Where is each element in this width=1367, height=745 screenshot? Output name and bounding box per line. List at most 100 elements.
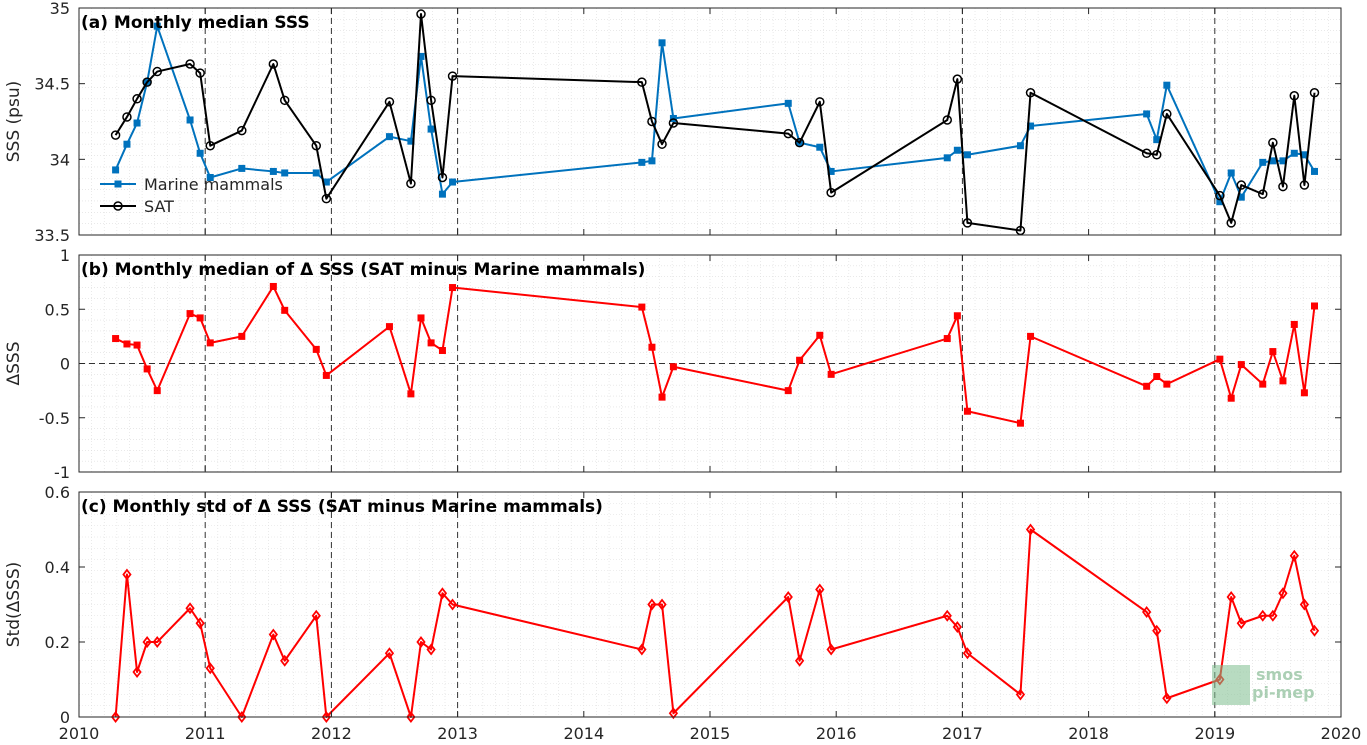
data-point xyxy=(1269,157,1277,165)
data-point xyxy=(1162,109,1172,119)
data-point xyxy=(152,636,162,648)
data-point xyxy=(132,666,142,678)
data-point xyxy=(426,643,436,656)
data-point xyxy=(1299,180,1310,190)
data-point xyxy=(1016,419,1024,427)
data-point xyxy=(1310,302,1318,310)
logo-text-line2: pi-mep xyxy=(1252,683,1315,702)
data-point xyxy=(110,130,121,140)
data-point xyxy=(1163,81,1171,89)
data-point xyxy=(238,332,246,340)
data-point xyxy=(427,339,435,347)
data-point xyxy=(143,365,151,373)
data-point xyxy=(784,387,792,395)
y-tick-label: 35 xyxy=(50,0,70,18)
y-tick-label: 33.5 xyxy=(34,226,70,245)
data-point xyxy=(657,598,667,611)
data-point xyxy=(1227,169,1235,177)
data-point xyxy=(206,173,214,181)
data-point xyxy=(1152,624,1162,637)
data-point xyxy=(942,609,952,622)
x-tick-label: 2010 xyxy=(59,724,100,743)
chart-panel-0: 33.5 34 34.5 35 SSS (psu) (a) Monthly median … xyxy=(4,0,1342,245)
data-point xyxy=(963,407,971,415)
data-point xyxy=(1153,136,1161,144)
data-point xyxy=(1151,150,1162,160)
data-point xyxy=(1268,137,1278,148)
data-point xyxy=(438,346,446,354)
data-point xyxy=(796,356,804,364)
y-tick-label: 0 xyxy=(60,708,70,727)
data-point xyxy=(311,140,322,151)
data-point xyxy=(1143,382,1151,390)
data-point xyxy=(1025,523,1036,536)
legend-marker xyxy=(113,201,123,211)
data-point xyxy=(1278,587,1288,600)
data-point xyxy=(321,193,332,204)
data-point xyxy=(384,97,395,107)
data-point xyxy=(153,22,161,30)
data-point xyxy=(637,643,647,656)
logo-mark xyxy=(1212,665,1250,705)
y-axis-label: SSS (psu) xyxy=(4,81,24,162)
data-point xyxy=(123,140,131,148)
data-point xyxy=(437,172,448,183)
smos-pimep-logo: smos pi-mep xyxy=(1212,665,1315,705)
data-point xyxy=(1237,361,1245,369)
data-point xyxy=(205,140,215,151)
x-tick-label: 2011 xyxy=(185,724,226,743)
x-tick-label: 2012 xyxy=(311,724,352,743)
data-point xyxy=(110,711,121,723)
data-point xyxy=(1278,181,1288,192)
data-point xyxy=(953,146,961,154)
data-point xyxy=(1299,598,1310,611)
legend-marker xyxy=(114,180,122,188)
data-point xyxy=(1259,158,1267,166)
data-point xyxy=(321,711,331,723)
data-point xyxy=(1290,320,1298,328)
data-point xyxy=(942,115,953,125)
series-line xyxy=(114,13,1316,232)
data-point xyxy=(1309,624,1320,637)
panel-title: (b) Monthly median of Δ SSS (SAT minus M… xyxy=(81,260,645,280)
data-point xyxy=(122,568,132,581)
data-point xyxy=(238,164,246,172)
data-point xyxy=(1268,609,1278,622)
data-point xyxy=(185,602,195,615)
x-tick-label: 2016 xyxy=(816,724,857,743)
data-point xyxy=(312,345,320,353)
data-point xyxy=(1015,688,1026,701)
data-point xyxy=(384,647,395,660)
y-tick-label: 0.4 xyxy=(45,558,70,577)
data-point xyxy=(447,71,458,81)
series-line xyxy=(115,285,1316,425)
y-axis-label: ΔSSS xyxy=(4,341,24,385)
data-point xyxy=(658,39,666,47)
data-point xyxy=(312,169,320,177)
data-point xyxy=(237,711,247,723)
data-point xyxy=(816,143,824,151)
data-point xyxy=(153,387,161,395)
data-point xyxy=(638,303,646,311)
data-point xyxy=(963,151,971,159)
panel-title: (c) Monthly std of Δ SSS (SAT minus Mari… xyxy=(81,497,603,517)
y-axis-label: Std(ΔSSS) xyxy=(4,562,24,648)
data-point xyxy=(195,617,205,630)
data-point xyxy=(186,310,194,318)
data-point xyxy=(196,149,204,157)
data-point xyxy=(186,116,194,124)
series-sat xyxy=(110,9,1320,236)
data-point xyxy=(1226,591,1236,603)
data-point xyxy=(427,125,435,133)
data-point xyxy=(1289,91,1300,101)
data-point xyxy=(1142,606,1152,618)
data-point xyxy=(1163,380,1171,388)
x-tick-label: 2015 xyxy=(690,724,731,743)
data-point xyxy=(1016,142,1024,150)
y-tick-label: 0 xyxy=(60,355,70,374)
y-tick-label: 1 xyxy=(60,246,70,265)
logo-text-line1: smos xyxy=(1256,665,1303,684)
data-point xyxy=(142,77,152,87)
data-point xyxy=(657,139,667,149)
